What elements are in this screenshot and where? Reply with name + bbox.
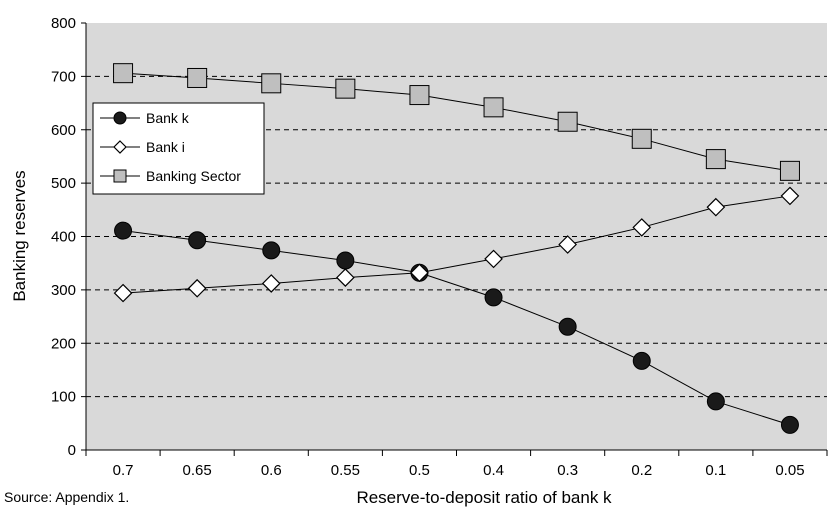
data-point-banking-sector [261, 73, 282, 94]
source-note: Source: Appendix 1. [4, 489, 129, 505]
series-line-banking-sector [123, 72, 791, 172]
data-point-bank-i [187, 278, 207, 298]
data-point-banking-sector [113, 63, 134, 84]
x-tick-label: 0.65 [183, 462, 212, 479]
data-point-banking-sector [483, 97, 504, 118]
data-point-bank-i [113, 283, 133, 303]
y-tick-label: 500 [51, 175, 76, 192]
y-tick-label: 700 [51, 68, 76, 85]
x-tick-label: 0.3 [557, 462, 578, 479]
data-point-bank-k [706, 392, 725, 411]
x-tick-label: 0.7 [113, 462, 134, 479]
data-point-bank-k [558, 317, 577, 336]
data-point-banking-sector [557, 111, 578, 132]
legend-label: Bank k [146, 110, 190, 126]
x-tick-label: 0.5 [409, 462, 430, 479]
data-point-banking-sector [705, 149, 726, 170]
data-point-bank-k [336, 251, 355, 270]
data-point-bank-k [114, 221, 133, 240]
y-tick-label: 0 [68, 442, 76, 459]
x-tick-label: 0.4 [483, 462, 504, 479]
legend-item-bank-k: Bank k [100, 110, 190, 126]
y-tick-label: 600 [51, 122, 76, 139]
series-line-bank-k [122, 230, 791, 426]
series-bank-i [113, 186, 800, 303]
data-point-bank-i [336, 268, 355, 287]
data-point-bank-k [262, 241, 281, 260]
data-point-banking-sector [631, 128, 652, 149]
y-tick-label: 800 [51, 15, 76, 32]
data-point-bank-i [632, 218, 652, 237]
legend-item-bank-i: Bank i [100, 139, 185, 155]
data-point-bank-k [632, 351, 651, 370]
data-point-bank-i [410, 263, 429, 283]
data-point-bank-i [706, 197, 726, 217]
x-axis-title: Reserve-to-deposit ratio of bank k [356, 488, 612, 507]
series-line-bank-i [123, 195, 791, 294]
legend-marker [113, 140, 127, 154]
data-point-banking-sector [187, 67, 208, 88]
data-point-banking-sector [779, 160, 800, 181]
data-point-bank-k [188, 231, 207, 250]
data-point-bank-i [484, 249, 503, 269]
data-point-bank-i [558, 235, 577, 254]
x-tick-label: 0.55 [331, 462, 360, 479]
y-tick-label: 300 [51, 282, 76, 299]
gridlines [86, 75, 827, 398]
y-tick-label: 100 [51, 389, 76, 406]
data-point-banking-sector [409, 85, 430, 106]
x-tick-label: 0.6 [261, 462, 282, 479]
y-axis-title: Banking reserves [10, 170, 29, 301]
tick-labels: 0 100 200 300 400 500 600 700 800 0.7 0.65 0.6 0.55 0… [51, 15, 805, 479]
legend: Bank k Bank i Banking Sector [92, 102, 265, 195]
data-point-banking-sector [335, 78, 356, 99]
legend-label: Banking Sector [146, 168, 241, 184]
x-tick-label: 0.2 [631, 462, 652, 479]
data-point-bank-k [780, 415, 799, 434]
series-layer [113, 63, 800, 434]
legend-label: Bank i [146, 139, 185, 155]
data-point-bank-i [780, 186, 800, 206]
series-banking-sector [113, 63, 800, 181]
legend-marker [113, 169, 127, 183]
x-tick-label: 0.1 [705, 462, 726, 479]
legend-marker [113, 111, 127, 125]
axes [81, 22, 828, 456]
legend-item-banking-sector: Banking Sector [100, 168, 241, 184]
y-tick-label: 200 [51, 335, 76, 352]
y-tick-label: 400 [51, 229, 76, 246]
x-tick-label: 0.05 [775, 462, 804, 479]
data-point-bank-k [484, 288, 503, 307]
data-point-bank-i [261, 274, 281, 293]
